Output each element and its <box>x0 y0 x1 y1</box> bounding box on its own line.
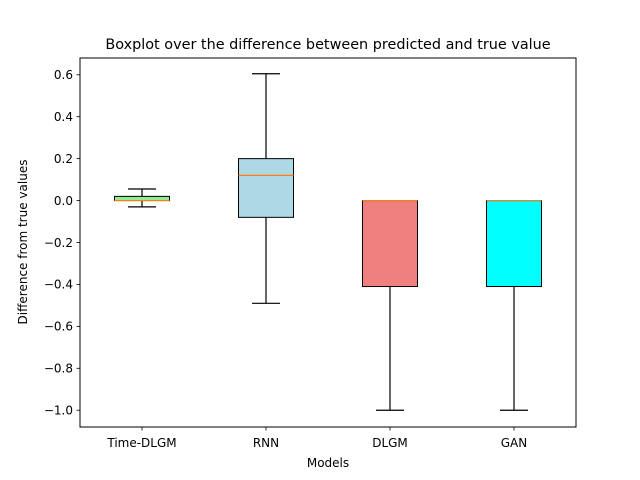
x-tick-label: Time-DLGM <box>106 436 176 450</box>
x-tick-label: DLGM <box>372 436 408 450</box>
x-axis-label: Models <box>307 456 349 470</box>
plot-area <box>114 73 542 411</box>
x-tick-label: GAN <box>501 436 527 450</box>
y-tick-label: −0.8 <box>44 362 73 376</box>
box-rnn <box>238 73 294 304</box>
y-tick-label: −0.4 <box>44 278 73 292</box>
y-axis: −1.0 −0.8 −0.6 −0.4 −0.2 0.0 0.2 0.4 0.6 <box>44 68 80 418</box>
chart-title: Boxplot over the difference between pred… <box>105 37 550 53</box>
y-tick-label: 0.0 <box>54 194 73 208</box>
y-tick-label: −1.0 <box>44 404 73 418</box>
y-tick-label: −0.6 <box>44 320 73 334</box>
box-dlgm <box>362 199 418 411</box>
box-body <box>114 195 170 202</box>
box-body <box>362 200 418 288</box>
box-time-dlgm <box>114 188 170 208</box>
x-tick-label: RNN <box>253 436 279 450</box>
y-tick-label: 0.4 <box>54 110 73 124</box>
x-axis: Time-DLGM RNN DLGM GAN <box>106 427 527 450</box>
y-axis-label: Difference from true values <box>16 160 30 325</box>
y-tick-label: 0.6 <box>54 68 73 82</box>
box-gan <box>486 199 542 411</box>
y-tick-label: −0.2 <box>44 236 73 250</box>
box-body <box>486 200 542 288</box>
y-tick-label: 0.2 <box>54 152 73 166</box>
box-body <box>238 158 294 218</box>
